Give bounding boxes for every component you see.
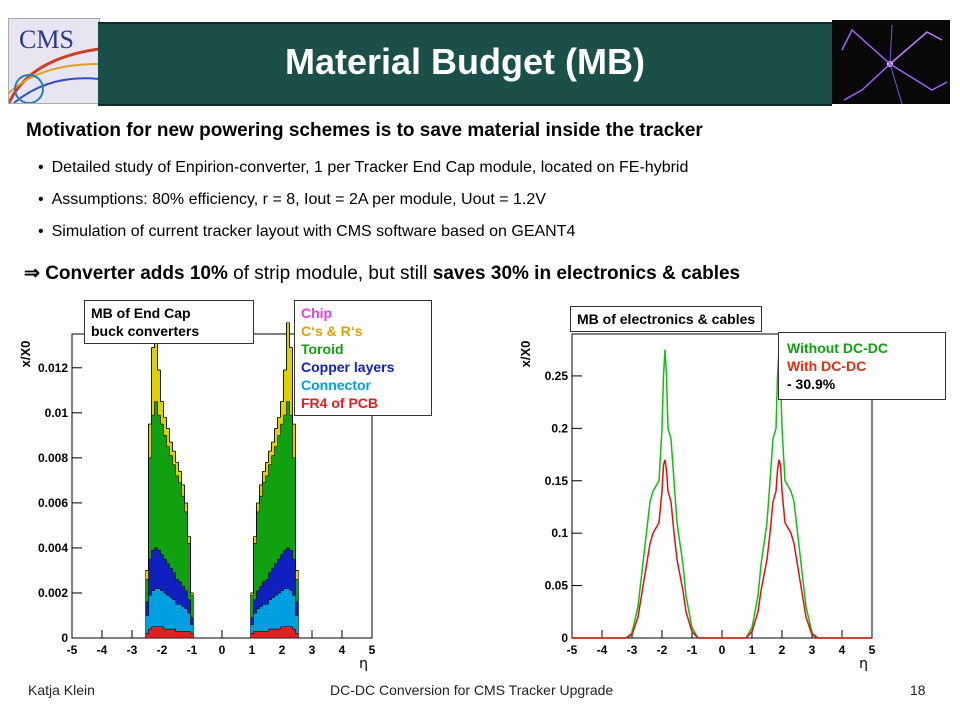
right-legend-entry: Without DC-DC <box>787 340 888 356</box>
y-axis-label: x/X0 <box>20 341 33 368</box>
x-tick-label: 4 <box>339 643 346 657</box>
footer-page-number: 18 <box>910 682 926 698</box>
logo-text: CMS <box>19 25 74 54</box>
y-tick-label: 0 <box>561 631 568 645</box>
right-legend-entry: - 30.9% <box>787 376 836 392</box>
x-axis-label: η <box>359 656 368 672</box>
x-tick-label: -4 <box>597 643 608 657</box>
y-tick-label: 0.1 <box>551 526 568 540</box>
cms-logo: CMS <box>8 18 100 104</box>
x-axis-label: η <box>859 656 868 672</box>
series-line-with-dc-dc <box>572 459 872 639</box>
x-tick-label: 0 <box>719 643 726 657</box>
y-axis-label: x/X0 <box>520 341 533 368</box>
slide-title: Material Budget (MB) <box>285 41 645 82</box>
y-tick-label: 0.05 <box>545 579 569 593</box>
cms-logo-graphic <box>9 47 99 103</box>
x-tick-label: -3 <box>627 643 638 657</box>
left-legend-entry: Chip <box>301 305 333 321</box>
x-tick-label: 1 <box>749 643 756 657</box>
conclusion-part2: of strip module, but still <box>227 263 433 284</box>
x-tick-label: 3 <box>809 643 816 657</box>
y-tick-label: 0.25 <box>545 369 569 383</box>
x-tick-label: -1 <box>687 643 698 657</box>
y-tick-label: 0.01 <box>45 406 69 420</box>
right-chart: -5 -4 -3 -2 -1 0 1 2 3 4 5 0 0.05 0.1 0.15 0.2 0.25 η x/X0 <box>520 333 876 672</box>
implies-arrow: ⇒ <box>24 263 40 284</box>
motivation-heading: Motivation for new powering schemes is t… <box>26 120 703 141</box>
x-tick-label: 2 <box>279 643 286 657</box>
left-title-box: MB of End Cap buck converters <box>84 300 254 344</box>
series-area-chip <box>145 322 299 594</box>
x-tick-label: -1 <box>187 643 198 657</box>
x-tick-label: 0 <box>219 643 226 657</box>
left-title-line: buck converters <box>91 323 200 339</box>
left-legend: Chip C‘s & R‘s Toroid Copper layers Connecto… <box>294 300 432 416</box>
x-tick-label: -4 <box>97 643 108 657</box>
left-title-line: MB of End Cap <box>91 305 191 321</box>
y-tick-label: 0.2 <box>551 421 568 435</box>
y-tick-label: 0.15 <box>545 474 569 488</box>
x-tick-label: -2 <box>657 643 668 657</box>
x-tick-label: 3 <box>309 643 316 657</box>
x-tick-label: -5 <box>567 643 578 657</box>
x-tick-label: 5 <box>869 643 876 657</box>
right-legend: Without DC-DC With DC-DC - 30.9% <box>778 332 946 400</box>
left-legend-entry: C‘s & R‘s <box>301 323 363 339</box>
x-tick-label: -5 <box>67 643 78 657</box>
plasma-graphic <box>841 24 948 104</box>
x-tick-label: -3 <box>127 643 138 657</box>
footer-author: Katja Klein <box>28 682 95 698</box>
y-tick-label: 0.006 <box>38 496 68 510</box>
left-legend-entry: Connector <box>301 377 371 393</box>
bullet-item: Simulation of current tracker layout wit… <box>38 219 688 251</box>
left-legend-entry: Toroid <box>301 341 344 357</box>
x-tick-label: -2 <box>157 643 168 657</box>
left-legend-entry: FR4 of PCB <box>301 395 378 411</box>
y-tick-label: 0.004 <box>38 541 68 555</box>
plasma-image <box>832 20 950 104</box>
y-tick-label: 0 <box>61 631 68 645</box>
right-title-box: MB of electronics & cables <box>570 306 763 332</box>
bullet-item: Assumptions: 80% efficiency, r = 8, Iout… <box>38 187 688 219</box>
bullet-item: Detailed study of Enpirion-converter, 1 … <box>38 155 689 187</box>
bullet-list: Detailed study of Enpirion-converter, 1 … <box>38 155 689 251</box>
x-tick-label: 4 <box>839 643 846 657</box>
left-legend-entry: Copper layers <box>301 359 395 375</box>
conclusion-part3: saves 30% in electronics & cables <box>432 263 741 284</box>
y-tick-label: 0.008 <box>38 451 68 465</box>
footer-talk-title: DC-DC Conversion for CMS Tracker Upgrade <box>330 682 614 698</box>
x-tick-label: 5 <box>369 643 376 657</box>
x-tick-label: 2 <box>779 643 786 657</box>
right-legend-entry: With DC-DC <box>787 358 867 374</box>
slide-header: CMS Material Budget (MB) <box>0 0 960 106</box>
y-tick-label: 0.012 <box>38 361 68 375</box>
conclusion-line: ⇒ Converter adds 10% of strip module, bu… <box>24 262 740 285</box>
title-bar <box>98 22 832 106</box>
x-tick-label: 1 <box>249 643 256 657</box>
conclusion-part1: Converter adds 10% <box>45 263 228 284</box>
y-tick-label: 0.002 <box>38 586 68 600</box>
